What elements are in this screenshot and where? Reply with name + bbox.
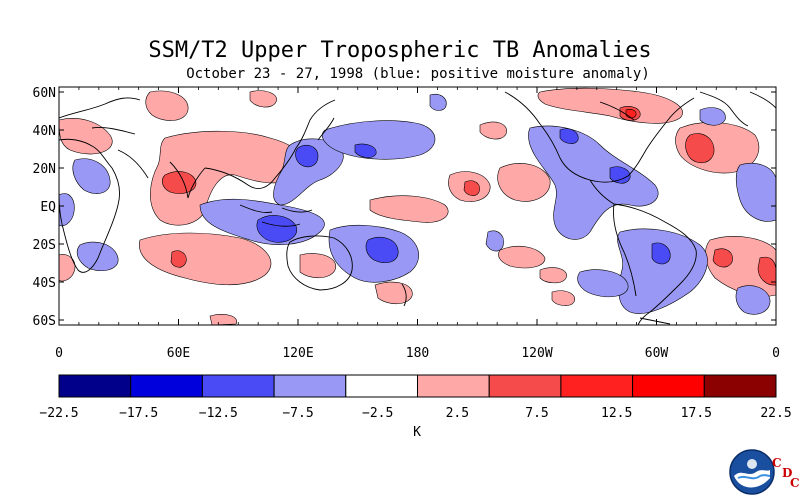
lon-label: 60E — [167, 346, 190, 361]
colorbar-tick-label: −12.5 — [199, 406, 238, 421]
lon-label: 180 — [406, 346, 429, 361]
colorbar-tick-label: −22.5 — [39, 406, 78, 421]
cdc-letter: C — [772, 456, 782, 470]
map-subtitle: October 23 - 27, 1998 (blue: positive mo… — [186, 66, 650, 82]
colorbar-tick-label: 7.5 — [525, 406, 548, 421]
cdc-letter: C — [790, 476, 800, 490]
lon-label: 120E — [282, 346, 313, 361]
colorbar-tick-label: 17.5 — [681, 406, 712, 421]
anomaly-patch — [498, 246, 546, 269]
anomaly-patch — [59, 254, 76, 282]
anomaly-patch — [374, 281, 413, 305]
colorbar-tick-label: −17.5 — [119, 406, 158, 421]
anomaly-patch — [528, 125, 659, 240]
anomaly-patch — [735, 285, 771, 315]
lat-label: 40S — [33, 276, 56, 291]
anomaly-patch — [559, 128, 579, 144]
anomaly-patch — [321, 120, 436, 160]
lat-label: 60S — [33, 314, 56, 329]
noaa-logo-icon — [728, 448, 776, 496]
anomaly-patch — [72, 158, 111, 194]
colorbar-tick-label: 12.5 — [601, 406, 632, 421]
anomaly-patch — [479, 121, 507, 140]
lat-label: EQ — [40, 200, 56, 215]
colorbar-swatch — [58, 374, 132, 398]
anomaly-patch — [539, 267, 567, 284]
anomaly-patch — [735, 162, 776, 222]
anomaly-patch — [145, 90, 189, 121]
longitude-axis: 0 60E 120E 180 120W 60W 0 — [55, 87, 780, 361]
anomaly-patch — [429, 93, 447, 111]
lon-label: 120W — [521, 346, 552, 361]
lon-label: 60W — [645, 346, 669, 361]
anomaly-patch — [299, 253, 337, 279]
cdc-letter: D — [782, 466, 793, 480]
anomaly-patch — [651, 242, 671, 265]
colorbar-swatch — [703, 374, 777, 398]
colorbar-tick-label: −7.5 — [282, 406, 313, 421]
anomaly-patch — [485, 230, 504, 252]
anomaly-patch — [463, 180, 480, 196]
lat-label: 20S — [33, 238, 56, 253]
anomaly-patch — [209, 314, 237, 325]
colorbar-unit-label: K — [413, 425, 421, 440]
anomaly-patch — [150, 130, 303, 226]
map-title: SSM/T2 Upper Tropospheric TB Anomalies — [148, 38, 652, 63]
colorbar-tick-label: −2.5 — [362, 406, 393, 421]
colorbar-swatch — [345, 374, 418, 398]
anomaly-patch — [699, 107, 726, 126]
colorbar: −22.5 −17.5 −12.5 −7.5 −2.5 2.5 7.5 12.5 17.5 22.… — [39, 374, 792, 421]
lat-label: 20N — [33, 162, 56, 177]
anomaly-patch — [59, 193, 75, 227]
colorbar-swatch — [488, 374, 562, 398]
lon-label: 0 — [772, 346, 780, 361]
colorbar-swatch — [560, 374, 634, 398]
anomaly-patch — [712, 248, 733, 268]
anomaly-patch — [551, 290, 576, 306]
anomaly-patch — [139, 232, 272, 286]
colorbar-swatch — [417, 374, 490, 398]
anomaly-patch — [625, 109, 637, 119]
colorbar-swatch — [201, 374, 275, 398]
anomaly-patch — [685, 133, 715, 164]
anomaly-patch — [617, 228, 708, 314]
anomaly-patch — [609, 166, 631, 184]
latitude-axis: 60N 40N 20N EQ 20S 40S 60S — [33, 86, 776, 329]
lat-label: 40N — [33, 124, 56, 139]
anomaly-patch — [577, 269, 629, 297]
anomaly-patch — [256, 215, 298, 243]
colorbar-swatch — [632, 374, 705, 398]
anomaly-patch — [295, 144, 319, 168]
cdc-logo: C D C — [768, 452, 800, 492]
anomaly-patch — [369, 195, 449, 223]
lon-label: 0 — [55, 346, 63, 361]
lat-label: 60N — [33, 86, 56, 101]
anomaly-patch — [497, 163, 551, 202]
colorbar-swatch — [130, 374, 203, 398]
anomaly-patch — [170, 250, 187, 268]
anomaly-patch — [365, 237, 399, 263]
colorbar-tick-label: 2.5 — [446, 406, 469, 421]
anomaly-patch — [354, 143, 377, 158]
anomaly-patch — [757, 256, 776, 286]
anomaly-patch — [161, 171, 197, 194]
coastlines — [59, 91, 776, 325]
colorbar-swatch — [273, 374, 347, 398]
anomaly-patch — [249, 90, 277, 108]
colorbar-tick-label: 22.5 — [760, 406, 791, 421]
